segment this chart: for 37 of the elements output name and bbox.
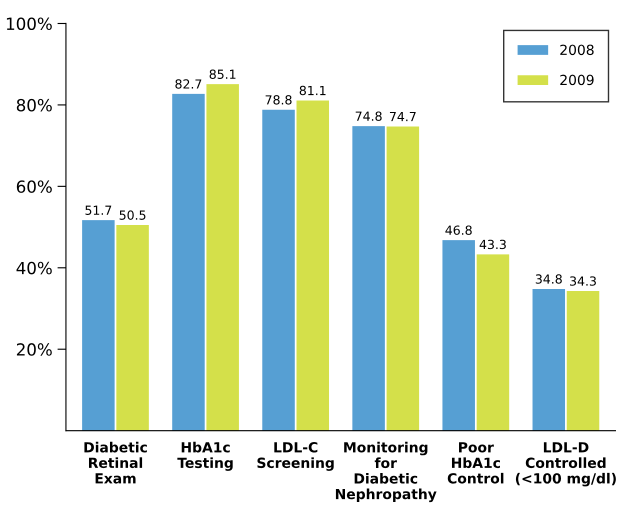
y-tick-label: 20% [16, 343, 52, 356]
x-tick-label: LDL-D Controlled (<100 mg/dl) [516, 442, 616, 486]
y-tick-label: 60% [16, 180, 52, 193]
data-label: 82.7 [175, 79, 202, 89]
y-tick-label: 40% [16, 262, 52, 274]
data-label: 81.1 [300, 86, 326, 96]
y-tick-label: 100% [6, 17, 52, 30]
bar [116, 225, 149, 431]
data-label: 78.8 [266, 95, 292, 105]
x-tick-label: HbA1c Testing [177, 442, 233, 471]
data-label: 34.8 [536, 274, 562, 284]
bar [206, 84, 239, 431]
bar [172, 94, 205, 431]
data-label: 50.5 [120, 210, 146, 220]
data-label: 46.8 [445, 225, 472, 235]
bar [532, 288, 566, 431]
data-label: 74.7 [390, 112, 416, 122]
x-tick-label: LDL-C Screening [257, 442, 334, 471]
data-label: 74.8 [356, 111, 382, 121]
bar [476, 254, 510, 431]
bar [566, 290, 600, 431]
legend-label: 2009 [560, 74, 594, 86]
bar [82, 220, 115, 431]
data-label: 34.3 [570, 276, 596, 286]
bar [262, 110, 295, 431]
x-tick-label: Poor HbA1c Control [448, 442, 504, 484]
y-tick-label: 80% [16, 98, 52, 112]
bar [352, 126, 385, 431]
x-tick-label: Monitoring for Diabetic Nephropathy [336, 442, 437, 502]
data-label: 85.1 [210, 70, 236, 79]
x-tick-label: Diabetic Retinal Exam [84, 442, 147, 484]
bar [296, 100, 330, 431]
legend-label: 2008 [560, 44, 594, 56]
bar [386, 126, 420, 431]
bar [442, 240, 475, 431]
data-label: 43.3 [480, 240, 506, 250]
data-label: 51.7 [85, 206, 112, 215]
